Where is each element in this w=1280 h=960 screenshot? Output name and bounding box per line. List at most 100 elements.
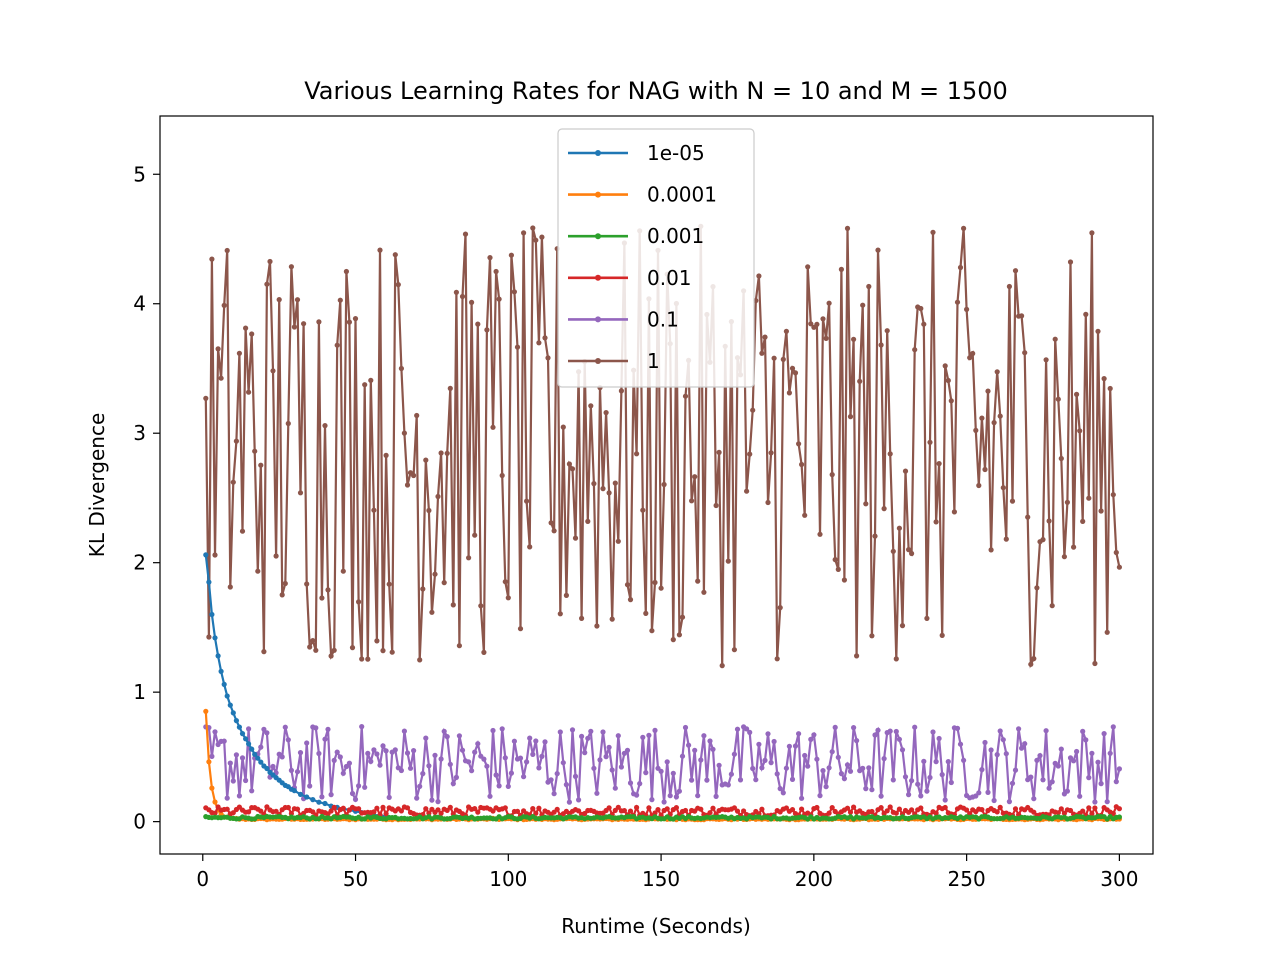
data-point — [744, 488, 750, 494]
data-point — [893, 656, 899, 662]
data-point — [426, 763, 432, 769]
data-point — [945, 377, 951, 384]
data-point — [1022, 350, 1028, 356]
data-point — [624, 582, 631, 588]
data-point — [368, 758, 374, 765]
data-point — [343, 763, 349, 770]
data-point — [918, 305, 924, 312]
data-point — [569, 466, 576, 472]
data-point — [756, 273, 762, 279]
data-point — [615, 538, 621, 544]
data-point — [484, 327, 490, 333]
data-point — [536, 340, 542, 346]
data-point — [1074, 391, 1080, 397]
data-point — [1077, 793, 1083, 799]
data-point — [377, 247, 383, 253]
data-point — [762, 334, 768, 340]
data-point — [973, 427, 979, 433]
data-point — [789, 776, 796, 783]
data-point — [328, 792, 334, 798]
data-point — [976, 790, 982, 796]
data-point — [337, 297, 343, 303]
data-point — [643, 610, 649, 617]
data-point — [548, 520, 554, 526]
data-point — [707, 810, 713, 816]
data-point — [817, 793, 823, 799]
data-point — [814, 804, 820, 811]
data-point — [285, 804, 291, 811]
data-point — [982, 466, 988, 473]
data-point — [285, 737, 291, 743]
data-point — [282, 580, 288, 587]
data-point — [258, 744, 264, 750]
data-point — [420, 771, 426, 777]
data-point — [658, 585, 664, 591]
data-point — [627, 597, 634, 603]
data-point — [594, 790, 600, 796]
data-point — [707, 738, 713, 744]
data-point — [835, 566, 841, 573]
data-point — [417, 657, 423, 663]
legend-marker — [595, 191, 601, 198]
data-point — [319, 794, 325, 800]
data-point — [676, 788, 683, 794]
data-point — [823, 784, 829, 790]
data-point — [915, 781, 921, 787]
data-point — [521, 774, 527, 780]
data-point — [209, 256, 215, 262]
data-point — [878, 793, 884, 799]
data-point — [215, 346, 221, 352]
data-point — [1092, 660, 1098, 667]
data-point — [1113, 779, 1119, 785]
data-point — [909, 550, 915, 557]
data-point — [441, 728, 447, 734]
data-point — [459, 293, 466, 300]
data-point — [600, 486, 606, 492]
data-point — [224, 693, 230, 699]
data-point — [606, 744, 612, 750]
data-point — [469, 299, 475, 305]
data-point — [930, 729, 936, 735]
data-point — [401, 728, 407, 734]
data-point — [435, 807, 441, 813]
data-point — [472, 749, 478, 755]
data-point — [698, 806, 704, 812]
data-point — [212, 552, 218, 558]
data-point — [404, 805, 411, 811]
data-point — [1019, 745, 1025, 751]
data-point — [759, 806, 765, 812]
data-point — [930, 229, 936, 235]
data-point — [872, 533, 878, 539]
data-point — [1028, 774, 1034, 780]
data-point — [615, 804, 621, 810]
legend-label: 1e-05 — [647, 141, 705, 165]
data-point — [398, 767, 404, 774]
data-point — [896, 525, 903, 531]
x-tick-label: 150 — [642, 867, 680, 891]
data-point — [649, 797, 655, 803]
data-point — [539, 753, 545, 760]
data-point — [1055, 810, 1061, 816]
data-point — [627, 780, 634, 786]
data-point — [927, 439, 933, 445]
data-point — [423, 457, 429, 463]
data-point — [957, 741, 964, 747]
data-point — [545, 355, 551, 361]
data-point — [994, 809, 1000, 815]
data-point — [542, 739, 548, 745]
data-point — [1071, 758, 1077, 764]
data-point — [759, 765, 765, 771]
data-point — [249, 788, 255, 794]
data-point — [505, 595, 511, 601]
data-point — [1003, 536, 1009, 542]
data-point — [1006, 283, 1013, 290]
data-point — [334, 342, 340, 348]
data-point — [551, 528, 557, 534]
data-point — [209, 785, 215, 791]
data-point — [569, 727, 576, 733]
data-point — [597, 757, 603, 763]
legend-label: 1 — [647, 349, 660, 373]
data-point — [988, 747, 994, 753]
data-point — [1022, 741, 1028, 747]
data-point — [291, 324, 297, 330]
